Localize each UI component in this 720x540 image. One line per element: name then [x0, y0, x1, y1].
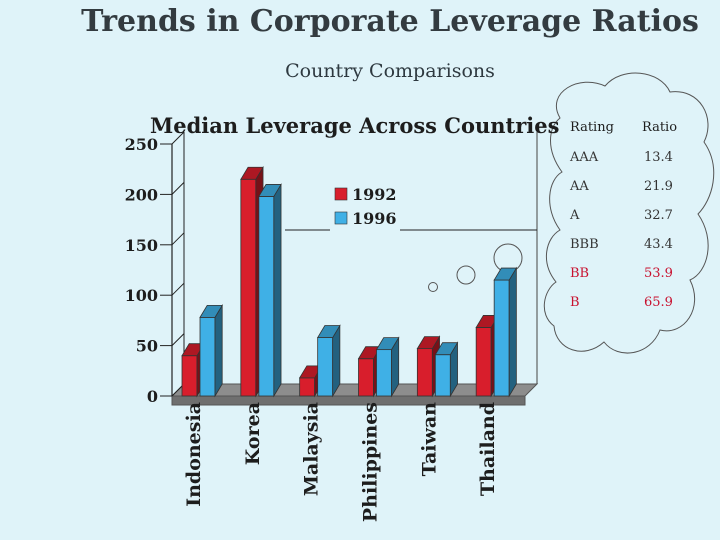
slide-title: Trends in Corporate Leverage Ratios: [81, 4, 699, 39]
category-label: Taiwan: [418, 402, 440, 477]
y-tick-depth: [171, 333, 185, 346]
y-tick-label: 0: [147, 387, 158, 406]
legend-label: 1996: [352, 209, 397, 228]
chart-title: Median Leverage Across Countries: [150, 113, 559, 138]
bar-top: [258, 184, 282, 197]
bar-1992-thailand: [475, 327, 492, 397]
category-label: Korea: [242, 402, 264, 465]
bar-1996-philippines: [376, 349, 392, 397]
y-tick-label: 100: [125, 286, 158, 305]
thought-bubble: [428, 72, 715, 354]
bar-side: [214, 303, 223, 398]
bar-top: [416, 336, 441, 350]
bar-1992-taiwan: [416, 348, 433, 397]
table-cell-ratio: 43.4: [644, 237, 673, 252]
y-tick-label: 50: [136, 337, 158, 356]
chart-area: Median Leverage Across Countries 0 50 100 15…: [125, 113, 560, 522]
bar-top: [199, 304, 223, 318]
bar-top: [434, 342, 459, 356]
y-tick-depth: [171, 232, 185, 246]
chart-floor-front: [171, 395, 526, 406]
table-cell-rating: AA: [569, 179, 589, 194]
y-tick-depth: [171, 282, 185, 296]
category-label: Thailand: [477, 402, 499, 496]
table-cell-ratio: 21.9: [644, 179, 673, 194]
table-cell-rating: AAA: [569, 150, 599, 165]
cloud-outline: [543, 72, 715, 354]
table-header-ratio: Ratio: [642, 120, 677, 135]
table-cell-ratio: 32.7: [644, 208, 673, 223]
bar-side: [273, 182, 282, 398]
table-cell-rating: A: [569, 208, 580, 223]
bar-1992-indonesia: [181, 355, 198, 397]
category-label: Malaysia: [301, 402, 323, 496]
table-cell-rating: B: [570, 295, 580, 310]
thought-dot: [428, 282, 438, 292]
y-tick-depth: [171, 182, 185, 195]
slide-subtitle: Country Comparisons: [285, 60, 495, 82]
bar-top: [493, 267, 518, 281]
legend-label: 1992: [352, 185, 397, 204]
table-cell-ratio: 53.9: [644, 266, 673, 281]
table-cell-rating: BB: [570, 266, 589, 281]
bar-1996-thailand: [493, 279, 510, 397]
y-tick-depth: [171, 131, 185, 145]
y-tick-label: 200: [125, 185, 158, 204]
y-tick-label: 150: [125, 236, 158, 255]
bar-1996-korea: [258, 196, 275, 397]
bar-1996-malaysia: [317, 337, 334, 397]
table-header-rating: Rating: [570, 120, 614, 135]
rating-table: Rating Ratio AAA 13.4 AA 21.9 A 32.7 BBB 43.4 BB 53…: [569, 120, 677, 310]
bar-top: [316, 325, 341, 338]
legend-swatch: [334, 187, 348, 201]
category-label: Philippines: [360, 402, 382, 522]
category-label: Indonesia: [183, 402, 205, 507]
bar-1996-taiwan: [434, 354, 451, 397]
table-cell-rating: BBB: [570, 237, 599, 252]
bar-side: [508, 266, 517, 398]
thought-dot: [456, 265, 476, 285]
table-cell-ratio: 13.4: [644, 150, 673, 165]
bar-1992-korea: [240, 178, 257, 397]
bar-top: [375, 337, 400, 351]
bar-1996-indonesia: [199, 316, 216, 397]
legend-swatch: [334, 211, 348, 225]
bar-top: [240, 166, 264, 180]
bar-1992-malaysia: [299, 377, 316, 397]
table-cell-ratio: 65.9: [644, 295, 673, 310]
bar-1992-philippines: [358, 358, 374, 397]
y-tick-label: 250: [125, 135, 158, 154]
